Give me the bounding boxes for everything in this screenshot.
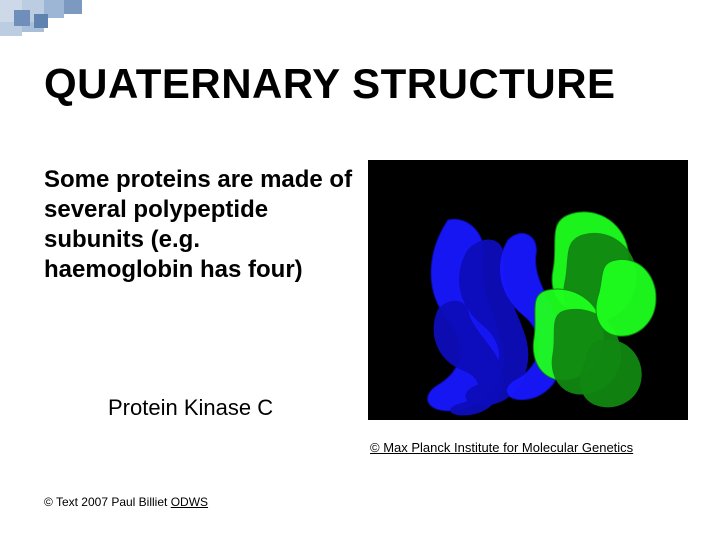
image-credit: © Max Planck Institute for Molecular Gen… xyxy=(370,440,633,455)
figure-caption: Protein Kinase C xyxy=(108,395,273,421)
corner-decoration xyxy=(0,0,120,40)
footer-prefix: © Text 2007 Paul Billiet xyxy=(44,495,171,509)
body-paragraph: Some proteins are made of several polype… xyxy=(44,165,354,285)
protein-ribbon-svg xyxy=(368,160,688,420)
footer-credit: © Text 2007 Paul Billiet ODWS xyxy=(44,495,208,509)
protein-figure xyxy=(368,160,688,420)
footer-link[interactable]: ODWS xyxy=(171,495,208,509)
slide-title: QUATERNARY STRUCTURE xyxy=(44,60,616,108)
